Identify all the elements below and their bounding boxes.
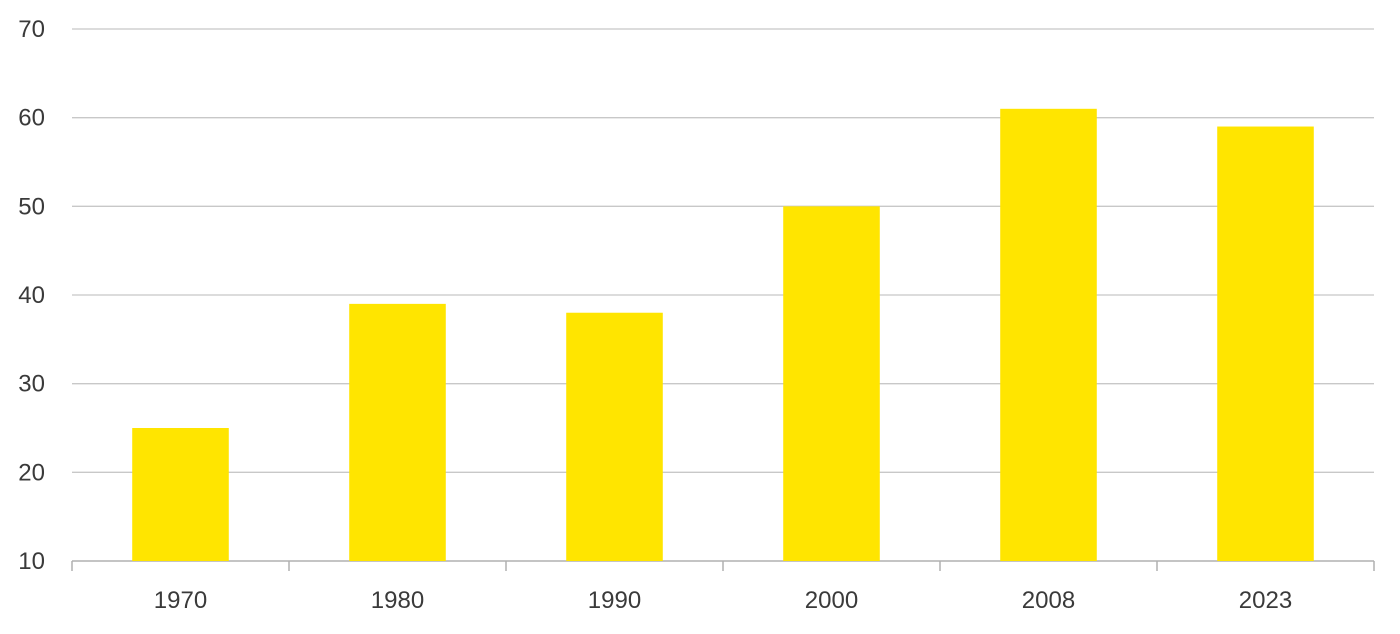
y-tick-label: 20 [18,459,45,486]
x-tick-label-1980: 1980 [371,587,424,614]
bar-2008 [1000,108,1097,562]
y-tick-label: 50 [18,193,45,220]
y-axis-tick-labels: 10 20 30 40 50 60 70 [18,16,45,575]
y-tick-label: 30 [18,371,45,398]
bar-1980 [349,303,446,561]
gridlines [72,28,1374,473]
y-tick-label: 70 [18,16,45,43]
x-tick-label-1990: 1990 [588,587,641,614]
bar-1990 [566,312,663,561]
y-tick-label: 40 [18,282,45,309]
y-tick-label: 60 [18,105,45,132]
x-tick-label-1970: 1970 [154,587,207,614]
y-tick-label: 10 [18,548,45,575]
bars [132,108,1314,562]
x-tick-label-2023: 2023 [1239,587,1292,614]
x-axis [71,560,1375,571]
x-tick-label-2008: 2008 [1022,587,1075,614]
bar-2023 [1217,126,1314,562]
x-tick-label-2000: 2000 [805,587,858,614]
x-axis-tick-labels: 1970 1980 1990 2000 2008 2023 [154,587,1292,614]
bar-1970 [132,428,229,561]
bar-2000 [783,206,880,562]
